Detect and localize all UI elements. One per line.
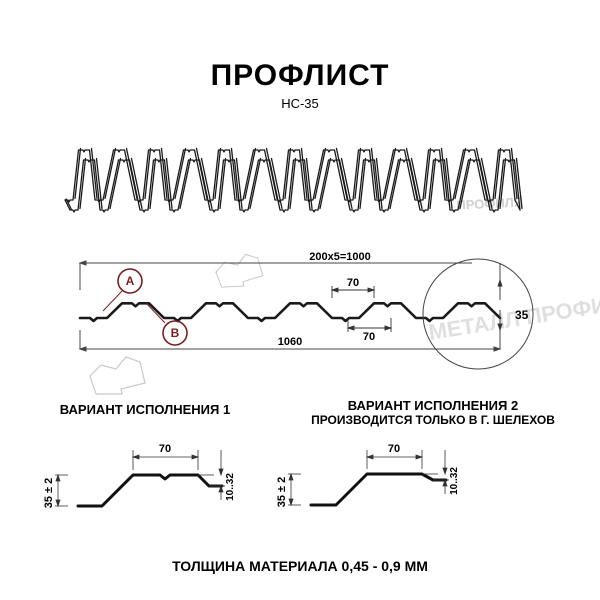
svg-text:ПРОФЛИСТ: ПРОФЛИСТ: [211, 59, 390, 92]
svg-text:35: 35: [515, 308, 529, 322]
svg-text:1060: 1060: [278, 336, 302, 348]
svg-text:ПРОИЗВОДИТСЯ ТОЛЬКО В Г. ШЕЛЕХ: ПРОИЗВОДИТСЯ ТОЛЬКО В Г. ШЕЛЕХОВ: [311, 413, 555, 427]
svg-text:ТОЛЩИНА МАТЕРИАЛА 0,45 - 0,9 М: ТОЛЩИНА МАТЕРИАЛА 0,45 - 0,9 ММ: [172, 558, 428, 574]
svg-text:A: A: [126, 274, 135, 288]
svg-text:ВАРИАНТ ИСПОЛНЕНИЯ 2: ВАРИАНТ ИСПОЛНЕНИЯ 2: [348, 398, 518, 413]
svg-text:10..32: 10..32: [225, 473, 236, 501]
svg-text:70: 70: [388, 443, 400, 455]
svg-text:35 ± 2: 35 ± 2: [276, 477, 288, 508]
svg-text:200x5=1000: 200x5=1000: [309, 251, 370, 263]
svg-text:ВАРИАНТ ИСПОЛНЕНИЯ 1: ВАРИАНТ ИСПОЛНЕНИЯ 1: [60, 402, 230, 417]
svg-text:70: 70: [363, 331, 375, 343]
svg-text:70: 70: [159, 443, 171, 455]
svg-text:35 ± 2: 35 ± 2: [43, 478, 55, 509]
svg-text:70: 70: [347, 277, 359, 289]
svg-text:НС-35: НС-35: [281, 96, 319, 111]
svg-text:B: B: [171, 326, 180, 340]
svg-text:10..32: 10..32: [449, 467, 460, 495]
